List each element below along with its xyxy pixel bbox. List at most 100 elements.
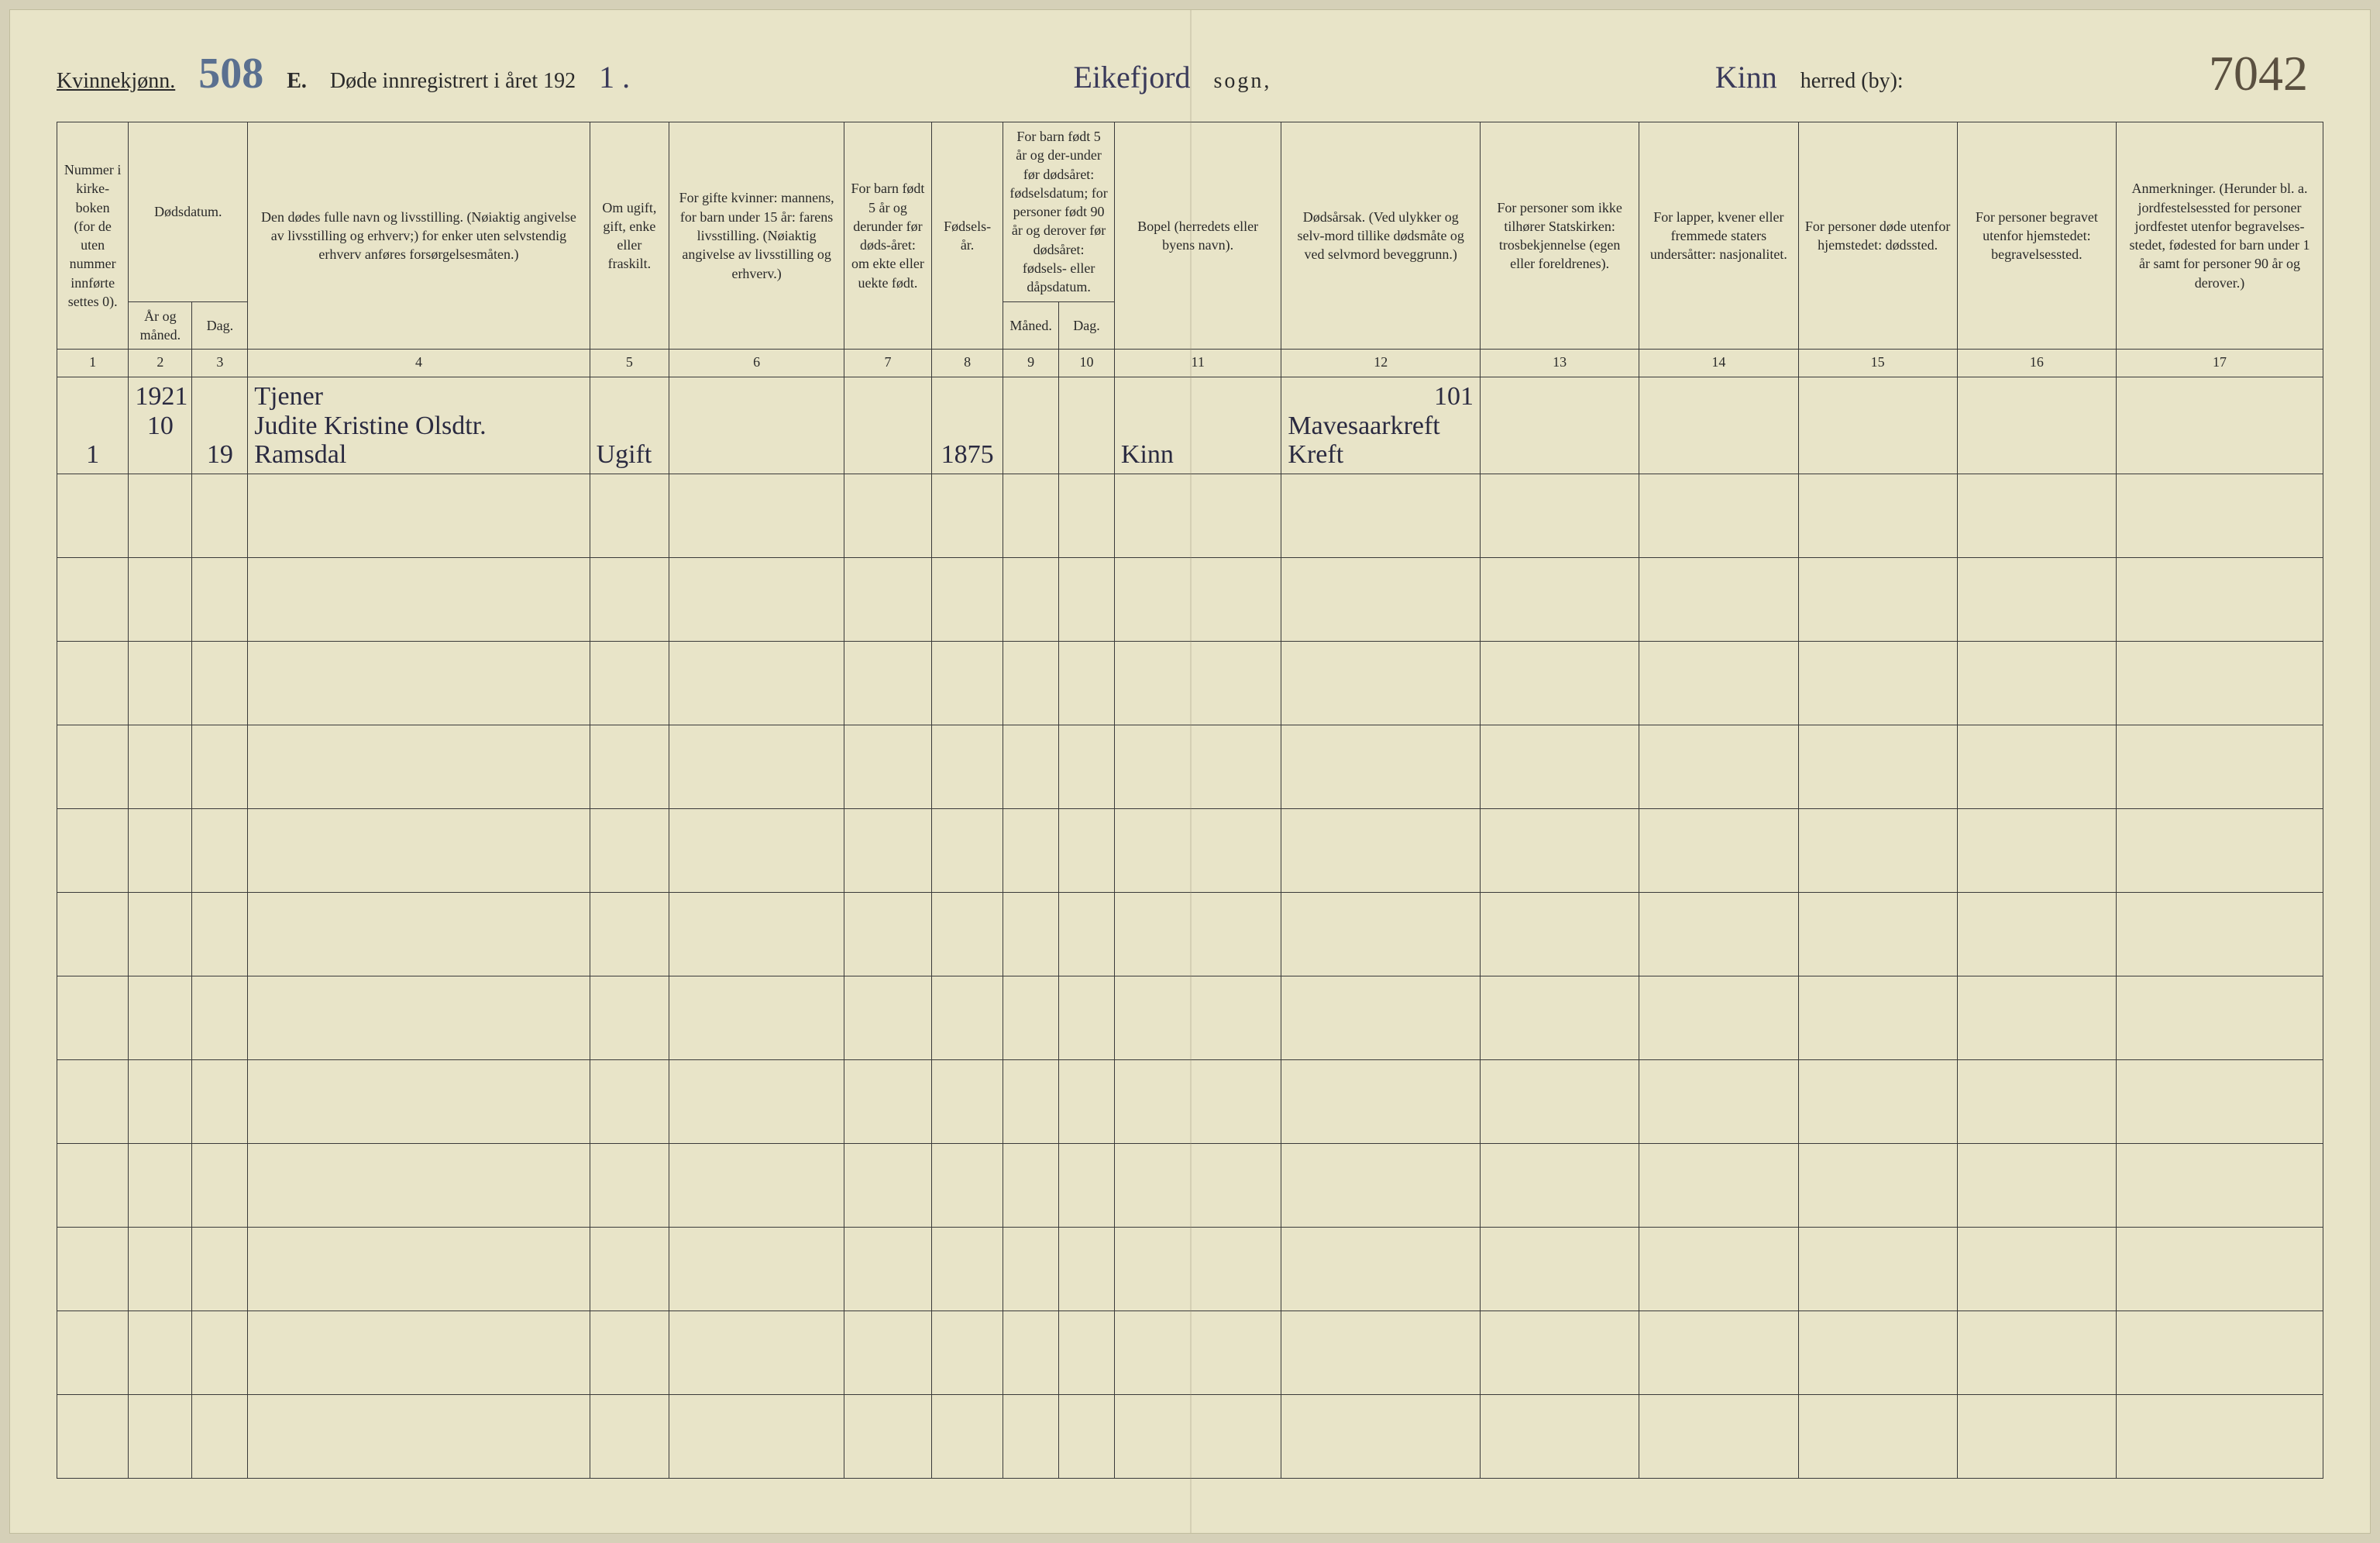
col-num: 11 [1114, 350, 1281, 377]
col-num: 15 [1798, 350, 1957, 377]
empty-cell [1059, 1228, 1115, 1311]
empty-cell [57, 642, 129, 725]
empty-cell [1481, 642, 1639, 725]
empty-cell [1481, 976, 1639, 1060]
empty-cell [931, 725, 1003, 809]
empty-cell [2117, 893, 2323, 976]
empty-cell [248, 893, 590, 976]
empty-cell [844, 474, 932, 558]
empty-cell [669, 725, 844, 809]
empty-cell [1281, 1395, 1481, 1479]
empty-cell [1281, 1060, 1481, 1144]
col-header-8: Fødsels-år. [931, 122, 1003, 350]
empty-cell [2117, 1060, 2323, 1144]
empty-cell [1481, 1144, 1639, 1228]
empty-cell [1639, 1228, 1798, 1311]
col-num: 7 [844, 350, 932, 377]
ledger-page: 7042 Kvinnekjønn. 508 E. Døde innregistr… [9, 9, 2371, 1534]
empty-cell [192, 1395, 248, 1479]
empty-cell [1059, 1144, 1115, 1228]
col-num: 12 [1281, 350, 1481, 377]
cell-nationality [1639, 377, 1798, 474]
empty-cell [669, 1395, 844, 1479]
empty-cell [1114, 1060, 1281, 1144]
col-header-9b: Dag. [1059, 301, 1115, 350]
cell-name: Tjener Judite Kristine Olsdtr. Ramsdal [248, 377, 590, 474]
empty-cell [590, 809, 669, 893]
col-header-5: Om ugift, gift, enke eller fraskilt. [590, 122, 669, 350]
page-fold [1190, 10, 1192, 1533]
empty-cell [1798, 976, 1957, 1060]
empty-cell [248, 725, 590, 809]
empty-cell [590, 474, 669, 558]
col-header-2a: År og måned. [129, 301, 192, 350]
empty-cell [57, 1228, 129, 1311]
empty-cell [669, 809, 844, 893]
empty-cell [192, 976, 248, 1060]
empty-cell [1639, 893, 1798, 976]
empty-cell [2117, 1395, 2323, 1479]
empty-cell [1481, 1395, 1639, 1479]
empty-cell [57, 474, 129, 558]
empty-cell [129, 1228, 192, 1311]
empty-cell [248, 1311, 590, 1395]
empty-cell [1281, 809, 1481, 893]
empty-cell [931, 1395, 1003, 1479]
cell-death-place [1798, 377, 1957, 474]
empty-cell [931, 809, 1003, 893]
empty-cell [1003, 1228, 1059, 1311]
empty-cell [1639, 976, 1798, 1060]
empty-cell [192, 1060, 248, 1144]
empty-cell [57, 893, 129, 976]
empty-cell [1114, 893, 1281, 976]
herred-handwritten: Kinn [1715, 59, 1777, 95]
empty-cell [1798, 558, 1957, 642]
col-header-9-group: For barn født 5 år og der-under før døds… [1003, 122, 1115, 302]
sogn-handwritten: Eikefjord [1073, 59, 1190, 95]
empty-cell [590, 1144, 669, 1228]
empty-cell [844, 558, 932, 642]
archival-number-hand: 7042 [2209, 45, 2308, 102]
col-num: 16 [1957, 350, 2116, 377]
empty-cell [1003, 1395, 1059, 1479]
empty-cell [1957, 809, 2116, 893]
empty-cell [1059, 474, 1115, 558]
occupation-line: Tjener [254, 382, 323, 411]
empty-cell [1003, 809, 1059, 893]
empty-cell [129, 725, 192, 809]
empty-cell [1957, 642, 2116, 725]
empty-cell [931, 1311, 1003, 1395]
empty-cell [844, 1311, 932, 1395]
empty-cell [1798, 1144, 1957, 1228]
empty-cell [1481, 725, 1639, 809]
empty-cell [1639, 558, 1798, 642]
empty-cell [931, 1144, 1003, 1228]
empty-cell [1281, 1144, 1481, 1228]
empty-cell [931, 474, 1003, 558]
col-header-6: For gifte kvinner: mannens, for barn und… [669, 122, 844, 350]
empty-cell [129, 642, 192, 725]
col-num: 17 [2117, 350, 2323, 377]
empty-cell [1798, 1228, 1957, 1311]
empty-cell [192, 893, 248, 976]
col-header-1: Nummer i kirke-boken (for de uten nummer… [57, 122, 129, 350]
empty-cell [192, 1311, 248, 1395]
empty-cell [590, 893, 669, 976]
empty-cell [669, 474, 844, 558]
empty-cell [1059, 893, 1115, 976]
empty-cell [248, 976, 590, 1060]
empty-cell [669, 1228, 844, 1311]
empty-cell [1798, 1060, 1957, 1144]
empty-cell [1114, 1311, 1281, 1395]
empty-cell [1957, 1144, 2116, 1228]
empty-cell [1481, 893, 1639, 976]
empty-cell [1798, 1395, 1957, 1479]
title-prefix: Døde innregistrert i året 192 [330, 69, 576, 94]
empty-cell [129, 809, 192, 893]
empty-cell [1639, 1395, 1798, 1479]
empty-cell [2117, 1144, 2323, 1228]
page-number-handwritten: 508 [198, 49, 263, 98]
col-header-7: For barn født 5 år og derunder før døds-… [844, 122, 932, 350]
empty-cell [1059, 1311, 1115, 1395]
empty-cell [129, 1311, 192, 1395]
